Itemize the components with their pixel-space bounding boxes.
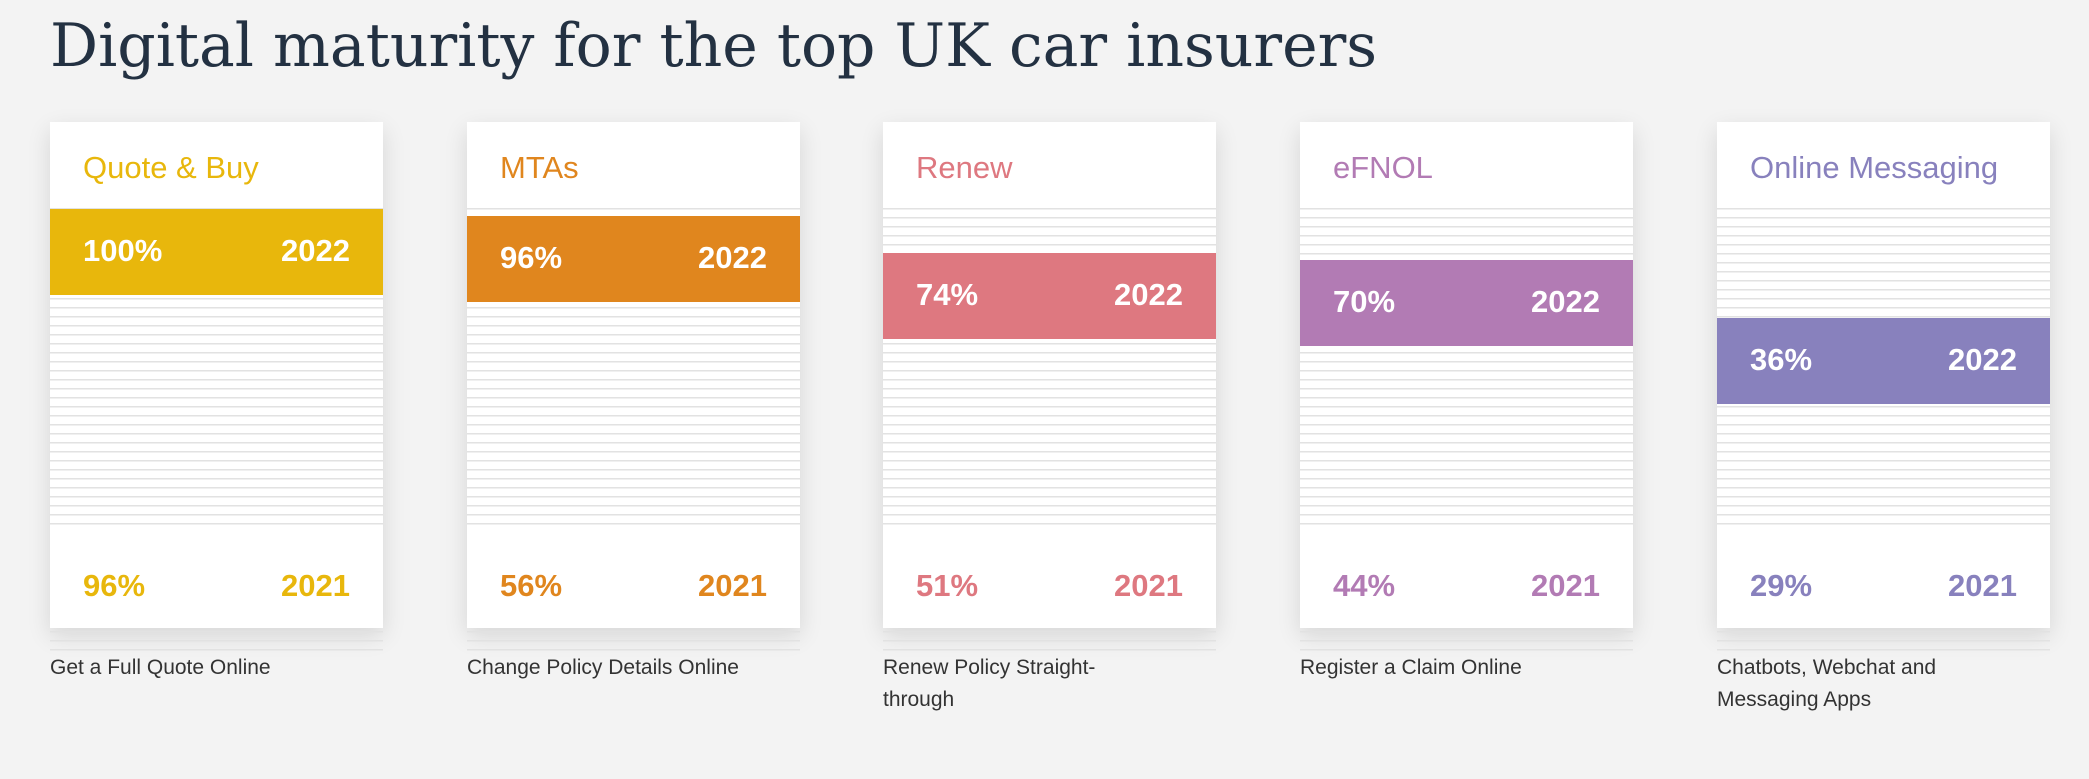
year-2021-label: 2021 <box>1948 568 2017 603</box>
value-2021-label: 51% <box>916 568 979 603</box>
panel-title: Renew <box>916 150 1013 185</box>
chart-panel-efnol: eFNOL 70% 2022 44% 2021 <box>1300 122 1633 656</box>
bar-2022: 74% 2022 <box>883 253 1216 340</box>
bar-2022-year-label: 2022 <box>1114 277 1183 313</box>
value-2021-label: 44% <box>1333 568 1396 603</box>
bar-2022-year-label: 2022 <box>1948 341 2017 377</box>
panel-title: Online Messaging <box>1750 150 1999 185</box>
bar-2022-year-label: 2022 <box>281 233 350 268</box>
chart-panel-quote-buy: Quote & Buy 100% 2022 96% 2021 <box>50 122 383 656</box>
bar-2022-year-label: 2022 <box>698 239 767 275</box>
value-2021-label: 96% <box>83 568 146 603</box>
row-2021: 44% 2021 <box>1300 532 1633 628</box>
chart-panel-online-messaging: Online Messaging 36% 2022 29% 2021 <box>1717 122 2050 656</box>
bar-2022-value-label: 74% <box>916 277 979 313</box>
value-2021-label: 56% <box>500 568 563 603</box>
value-2021-label: 29% <box>1750 568 1813 603</box>
bar-2022: 96% 2022 <box>467 215 800 302</box>
row-2021: 29% 2021 <box>1717 532 2050 628</box>
year-2021-label: 2021 <box>1114 568 1183 603</box>
chart-panel-mtas: MTAs 96% 2022 56% 2021 <box>467 122 800 656</box>
bar-2022-value-label: 96% <box>500 239 563 275</box>
year-2021-label: 2021 <box>281 568 350 603</box>
panel-title: eFNOL <box>1333 150 1433 185</box>
panel-title: Quote & Buy <box>83 150 259 185</box>
bar-2022: 36% 2022 <box>1717 317 2050 404</box>
panel-caption: Get a Full Quote Online <box>50 656 271 679</box>
bar-2022-value-label: 100% <box>83 233 163 268</box>
row-2021: 96% 2021 <box>50 532 383 628</box>
panel-caption: Renew Policy Straight-through <box>883 656 1096 711</box>
row-2021: 56% 2021 <box>467 532 800 628</box>
bar-2022-year-label: 2022 <box>1531 284 1600 319</box>
panel-title: MTAs <box>500 150 579 185</box>
panel-caption: Change Policy Details Online <box>467 656 739 679</box>
bar-2022-value-label: 36% <box>1750 341 1813 377</box>
bar-2022: 100% 2022 <box>50 209 383 295</box>
bar-2022: 70% 2022 <box>1300 260 1633 346</box>
bar-2022-value-label: 70% <box>1333 284 1396 319</box>
panel-caption: Chatbots, Webchat and Messaging Apps <box>1717 656 1937 711</box>
panel-caption: Register a Claim Online <box>1300 656 1522 679</box>
year-2021-label: 2021 <box>698 568 767 603</box>
year-2021-label: 2021 <box>1531 568 1600 603</box>
chart-panel-renew: Renew 74% 2022 51% 2021 <box>883 122 1216 656</box>
row-2021: 51% 2021 <box>883 532 1216 628</box>
page-title: Digital maturity for the top UK car insu… <box>50 11 1378 81</box>
